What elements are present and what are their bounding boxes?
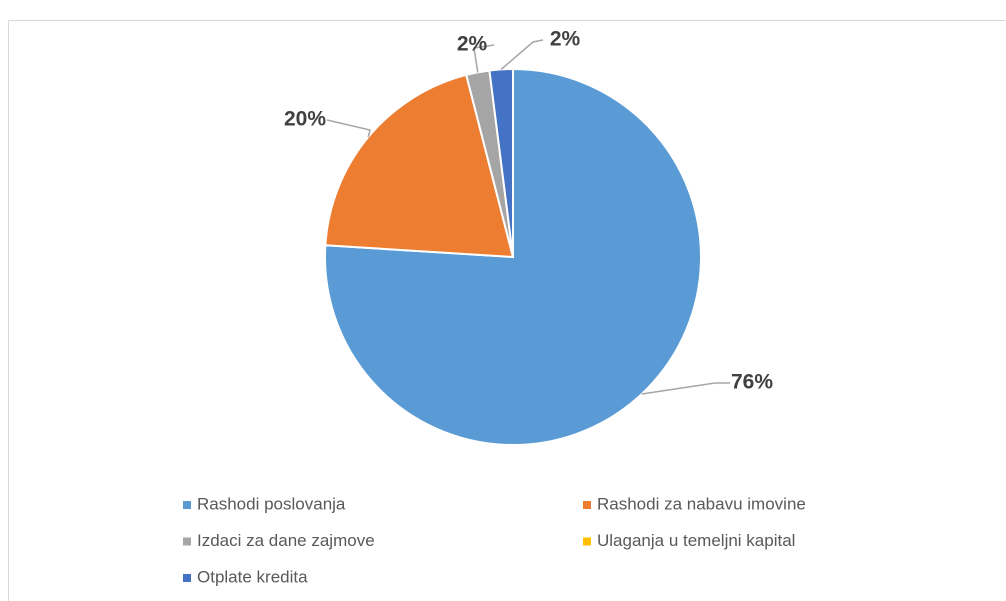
data-label: 20% [284, 108, 326, 131]
legend-swatch [583, 537, 591, 546]
pie-slice [488, 67, 514, 258]
legend-swatch [183, 537, 191, 546]
legend-label: Ulaganja u temeljni kapital [597, 531, 795, 550]
data-label: 2% [550, 28, 581, 51]
leader-line [641, 382, 730, 395]
legend-label: Rashodi za nabavu imovine [597, 494, 806, 513]
leader-line [473, 44, 495, 73]
legend-swatch [183, 501, 191, 509]
legend-swatch [183, 574, 191, 582]
pie-slice [324, 73, 515, 259]
leader-line [326, 119, 371, 138]
data-label: 76% [731, 371, 773, 394]
data-label: 2% [457, 33, 488, 56]
legend-label: Otplate kredita [197, 567, 308, 586]
legend-label: Izdaci za dane zajmove [197, 531, 375, 550]
legend-swatch [583, 501, 591, 509]
leader-line [500, 39, 544, 70]
legend-label: Rashodi poslovanja [197, 494, 346, 513]
